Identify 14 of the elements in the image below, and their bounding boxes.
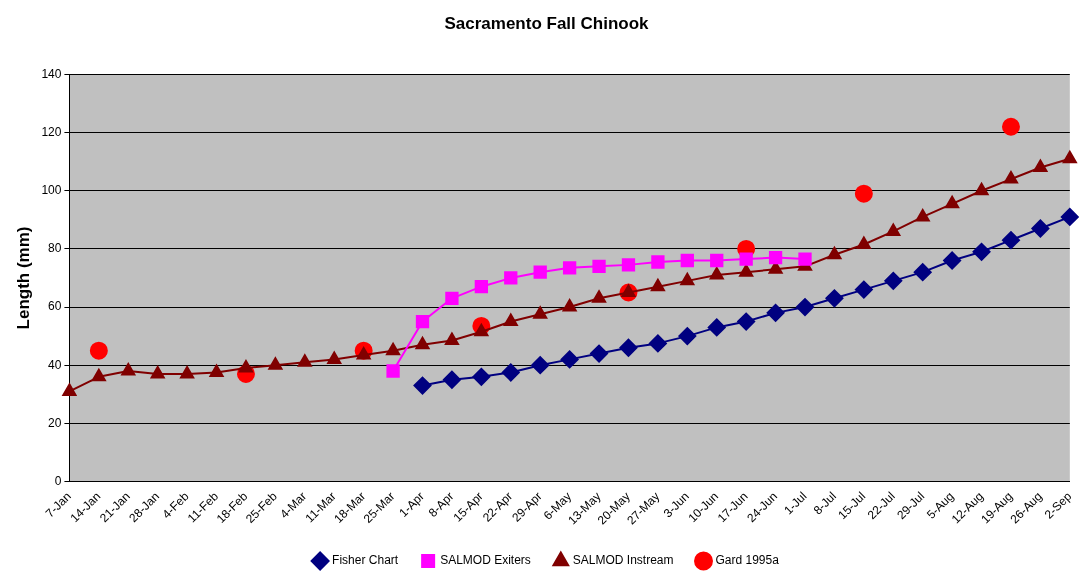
y-axis-title: Length (mm) [13,226,33,330]
legend-label: SALMOD Instream [572,553,674,568]
y-tick-label: 60 [48,299,62,314]
y-tick-label: 0 [54,473,62,488]
chart-title: Sacramento Fall Chinook [444,13,650,33]
legend-label: SALMOD Exiters [440,553,531,568]
y-tick-label: 100 [41,183,62,198]
legend-label: Gard 1995a [715,553,780,568]
y-tick-label: 120 [41,124,62,139]
y-tick-label: 80 [48,241,62,256]
y-tick-label: 20 [48,415,62,430]
y-tick-label: 140 [41,66,62,81]
y-tick-label: 40 [48,357,62,372]
legend-label: Fisher Chart [332,553,399,568]
